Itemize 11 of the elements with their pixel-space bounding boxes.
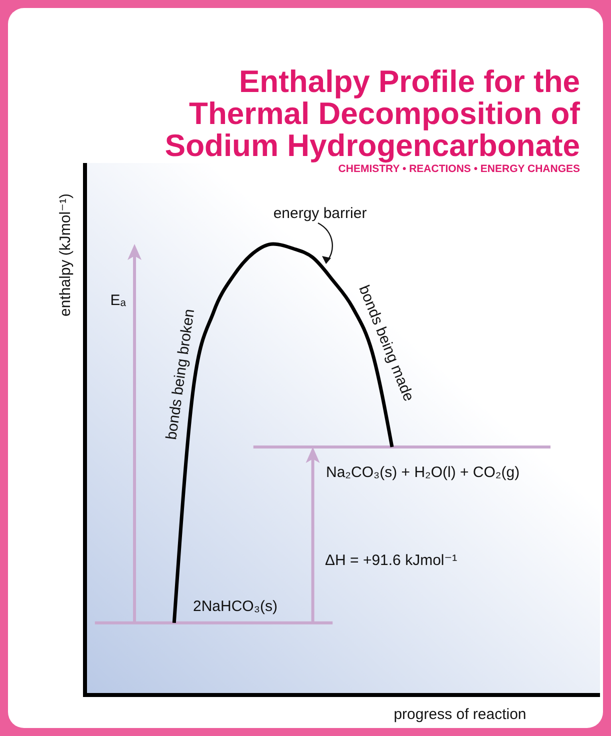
annotation: Eₐ [110, 292, 126, 309]
annotation: Na₂CO₃(s) + H₂O(l) + CO₂(g) [326, 464, 520, 481]
annotation: bonds being broken [162, 308, 198, 441]
chart-title: Enthalpy Profile for the Thermal Decomposition of Sodium Hydrogencarbonate [164, 64, 581, 163]
annotation: 2NaHCO₃(s) [193, 598, 278, 615]
text: energy barrier [273, 205, 367, 222]
annotation: bonds being made [355, 282, 418, 404]
y-axis-title: enthalpy (kJmol⁻¹) [57, 194, 74, 316]
chart-subtitle: CHEMISTRY • REACTIONS • ENERGY CHANGES [338, 163, 580, 175]
annotation: ΔH = +91.6 kJmol⁻¹ [325, 552, 458, 569]
x-axis-title: progress of reaction [394, 706, 526, 723]
